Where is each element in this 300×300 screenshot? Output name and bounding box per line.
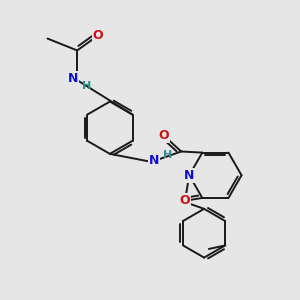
Text: O: O	[179, 194, 190, 207]
Text: N: N	[184, 169, 194, 182]
Text: H: H	[82, 80, 91, 91]
Text: O: O	[158, 129, 169, 142]
Text: N: N	[149, 154, 159, 167]
Text: H: H	[163, 150, 172, 161]
Text: N: N	[68, 72, 78, 85]
Text: O: O	[93, 29, 103, 42]
